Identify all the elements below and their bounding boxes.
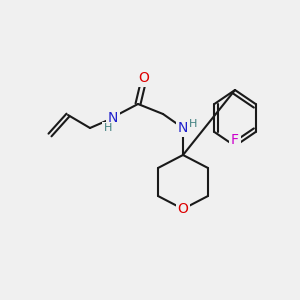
Text: N: N xyxy=(178,121,188,135)
Text: H: H xyxy=(104,123,112,133)
Text: N: N xyxy=(108,111,118,125)
Text: F: F xyxy=(231,133,239,147)
Text: O: O xyxy=(139,71,149,85)
Text: H: H xyxy=(189,119,197,129)
Text: O: O xyxy=(178,202,188,216)
